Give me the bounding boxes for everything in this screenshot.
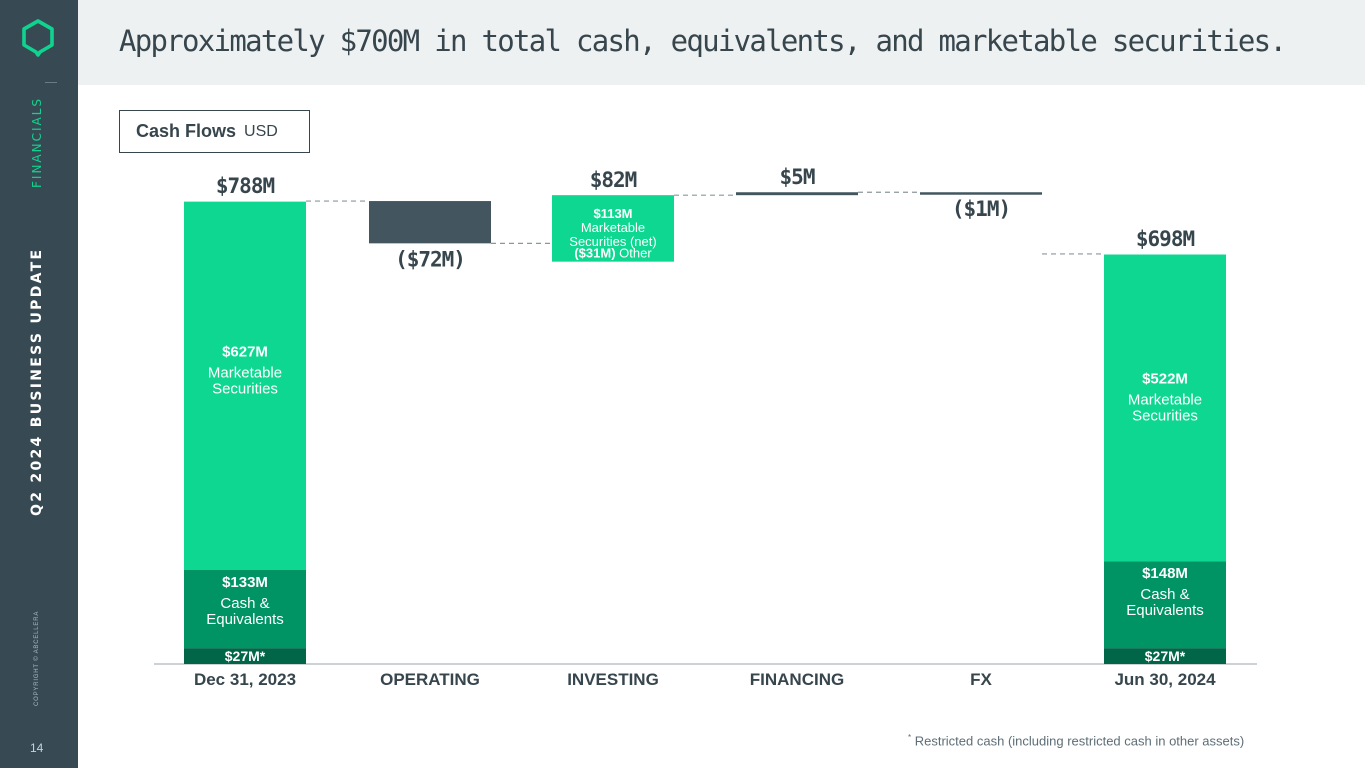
segment-desc-label: Equivalents	[1126, 602, 1204, 619]
segment-desc-label: Securities	[1132, 407, 1198, 424]
segment-desc-label: Securities	[212, 380, 278, 397]
x-tick-label: OPERATING	[380, 670, 480, 689]
delta-bar	[736, 192, 858, 196]
total-bar-segment	[1104, 254, 1226, 562]
segment-value-label: $27M*	[225, 648, 266, 664]
header-band: Approximately $700M in total cash, equiv…	[78, 0, 1365, 85]
bar-total-label: $788M	[216, 174, 275, 198]
chart-unit: USD	[244, 122, 278, 140]
segment-desc-label: Marketable	[1128, 391, 1202, 408]
x-tick-label: Dec 31, 2023	[194, 670, 296, 689]
bar-delta-label: $82M	[590, 168, 637, 192]
delta-bar	[920, 192, 1042, 195]
chart-title: Cash Flows	[136, 121, 237, 141]
x-tick-label: Jun 30, 2024	[1114, 670, 1216, 689]
total-bar-segment	[184, 201, 306, 570]
segment-value-label: $627M	[222, 343, 268, 360]
segment-value-label: $133M	[222, 574, 268, 591]
segment-value-label: ($31M) Other	[574, 245, 652, 260]
abcellera-hexagon-logo-icon	[22, 19, 54, 57]
total-bar-segment	[1104, 648, 1226, 664]
segment-desc-label: Marketable	[581, 220, 645, 235]
delta-bar-segment	[552, 195, 674, 262]
segment-value-label: $148M	[1142, 565, 1188, 582]
delta-bar	[369, 201, 491, 244]
slide-headline: Approximately $700M in total cash, equiv…	[119, 24, 1287, 58]
bar-delta-label: ($1M)	[952, 197, 1010, 221]
total-bar-segment	[184, 570, 306, 649]
page-number: 14	[30, 741, 44, 755]
segment-value-label: $27M*	[1145, 648, 1186, 664]
x-tick-label: INVESTING	[567, 670, 659, 689]
total-bar-segment	[1104, 561, 1226, 649]
bar-delta-label: $5M	[780, 165, 815, 189]
footnote-marker: *	[908, 733, 912, 742]
segment-desc-label: Marketable	[208, 364, 282, 381]
bar-total-label: $698M	[1136, 227, 1195, 251]
segment-value-label: $113M	[593, 206, 632, 221]
x-tick-label: FINANCING	[750, 670, 844, 689]
total-bar-segment	[184, 648, 306, 664]
footnote-text: Restricted cash (including restricted ca…	[911, 733, 1245, 749]
sidebar: FINANCIALS Q2 2024 BUSINESS UPDATE COPYR…	[0, 0, 78, 768]
footnote: * Restricted cash (including restricted …	[908, 733, 1244, 748]
chart-title-box: Cash Flows USD	[119, 110, 310, 153]
segment-desc-label: Cash &	[1140, 586, 1189, 603]
segment-desc-label: Securities (net)	[569, 234, 656, 249]
bar-delta-label: ($72M)	[395, 247, 465, 271]
segment-value-label: $522M	[1142, 370, 1188, 387]
segment-desc-label: Cash &	[220, 595, 269, 612]
sidebar-divider	[45, 82, 57, 83]
x-tick-label: FX	[970, 670, 992, 689]
segment-desc-label: Equivalents	[206, 611, 284, 628]
